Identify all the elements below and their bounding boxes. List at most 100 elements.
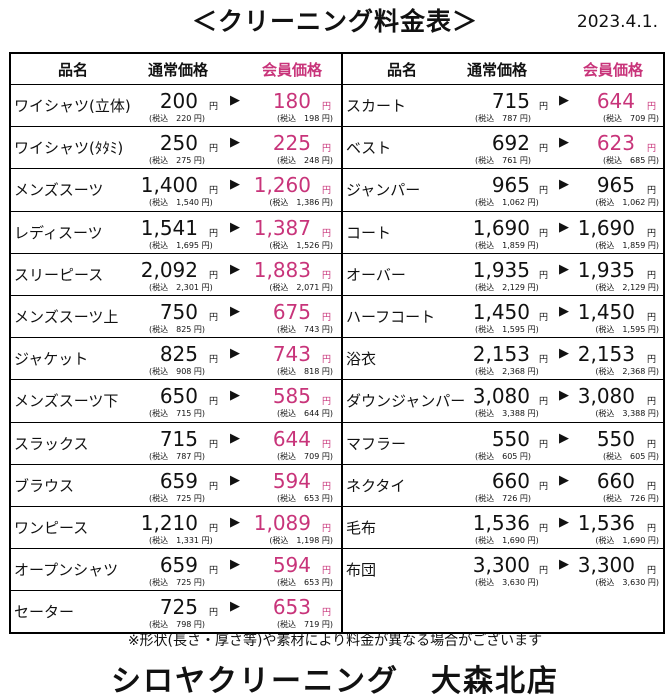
regular-price: 692 [491,131,530,156]
yen-unit: 円 [647,355,657,366]
arrow-icon: ▶ [559,388,569,404]
arrow-icon: ▶ [230,472,240,488]
yen-unit: 円 [647,439,657,450]
tax-included-member: (税込 1,526 円) [269,240,333,250]
arrow-icon: ▶ [230,346,240,362]
regular-price: 250 [159,131,198,156]
table-row: スリーピース 2,092 円 ▶ 1,883 円 (税込 2,301 円) (税込 2,071… [11,254,341,296]
yen-unit: 円 [209,312,219,323]
regular-price: 1,690 [472,215,530,240]
tax-included-member: (税込 1,062 円) [595,198,659,208]
arrow-icon: ▶ [230,599,240,615]
yen-unit: 円 [539,312,549,323]
item-name: スリーピース [14,265,104,284]
yen-unit: 円 [647,312,657,323]
tax-included-member: (税込 1,386 円) [269,198,333,208]
yen-unit: 円 [647,186,657,197]
yen-unit: 円 [322,228,332,239]
tax-included-member: (税込 2,368 円) [595,367,659,377]
regular-price: 550 [491,426,530,451]
arrow-icon: ▶ [230,177,240,193]
header-regular: 通常価格 [148,60,209,79]
regular-price: 660 [491,468,530,493]
regular-price: 715 [491,89,530,113]
yen-unit: 円 [539,397,549,408]
table-row: 毛布 1,536 円 ▶ 1,536 円 (税込 1,690 円) (税込 1,690 円) [343,507,663,550]
item-name: コート [346,223,392,242]
tax-included-member: (税込 1,859 円) [595,240,659,250]
item-name: レディスーツ [14,223,103,242]
table-row: ジャンパー 965 円 ▶ 965 円 (税込 1,062 円) (税込 1,062 円) [343,169,663,212]
header-name: 品名 [58,60,89,79]
member-price: 180 [272,89,311,113]
tax-included-member: (税込 2,071 円) [269,282,333,292]
yen-unit: 円 [322,481,332,492]
arrow-icon: ▶ [230,261,240,277]
tax-included-member: (税込 1,690 円) [595,535,659,545]
tax-included-member: (税込 3,630 円) [595,578,659,588]
item-name: ネクタイ [346,476,406,495]
item-name: ワイシャツ(立体) [14,97,131,115]
yen-unit: 円 [539,523,549,534]
tax-included-regular: (税込 908 円) [149,367,206,377]
yen-unit: 円 [322,608,332,619]
yen-unit: 円 [539,439,549,450]
arrow-icon: ▶ [559,430,569,446]
tax-included-member: (税込 818 円) [276,367,333,377]
yen-unit: 円 [539,566,549,577]
table-row: ワンピース 1,210 円 ▶ 1,089 円 (税込 1,331 円) (税込 1,198 … [11,507,341,550]
tax-included-regular: (税込 220 円) [149,114,206,123]
tax-included-regular: (税込 825 円) [149,324,206,334]
item-name: ハーフコート [346,307,436,326]
table-row: ジャケット 825 円 ▶ 743 円 (税込 908 円) (税込 818 円) [11,338,341,381]
yen-unit: 円 [322,144,332,155]
arrow-icon: ▶ [230,430,240,446]
yen-unit: 円 [322,312,332,323]
member-price: 1,935 [577,257,635,282]
item-name: スカート [346,97,407,115]
header-member: 会員価格 [262,60,323,79]
member-price: 965 [596,173,635,198]
item-name: マフラー [346,434,407,453]
yen-unit: 円 [322,186,332,197]
item-name: ワンピース [14,518,89,537]
item-name: 毛布 [346,518,377,537]
tax-included-regular: (税込 1,540 円) [149,198,213,208]
yen-unit: 円 [322,397,332,408]
regular-price: 825 [159,342,198,367]
tax-included-regular: (税込 1,062 円) [475,198,539,208]
yen-unit: 円 [322,523,332,534]
item-name: セーター [14,603,75,622]
member-price: 623 [596,131,635,156]
tax-included-member: (税込 248 円) [276,156,333,166]
yen-unit: 円 [209,608,219,619]
regular-price: 1,541 [140,215,198,240]
yen-unit: 円 [209,270,219,281]
regular-price: 3,300 [472,553,530,578]
yen-unit: 円 [647,566,657,577]
regular-price: 750 [159,299,198,324]
arrow-icon: ▶ [559,514,569,530]
item-name: オープンシャツ [14,561,119,580]
member-price: 225 [272,131,311,156]
yen-unit: 円 [209,186,219,197]
arrow-icon: ▶ [230,93,240,108]
member-price: 644 [596,89,635,113]
yen-unit: 円 [209,228,219,239]
yen-unit: 円 [322,102,332,112]
yen-unit: 円 [539,270,549,281]
item-name: 浴衣 [346,350,377,369]
member-price: 3,080 [577,384,635,409]
arrow-icon: ▶ [559,472,569,488]
tax-included-regular: (税込 3,388 円) [475,409,539,419]
member-price: 660 [596,468,635,493]
tax-included-regular: (税込 3,630 円) [475,578,539,588]
member-price: 594 [272,468,311,493]
regular-price: 2,092 [140,257,198,282]
table-row: ブラウス 659 円 ▶ 594 円 (税込 725 円) (税込 653 円) [11,465,341,507]
table-row: メンズスーツ 1,400 円 ▶ 1,260 円 (税込 1,540 円) (税込 1,386… [11,169,341,212]
regular-price: 2,153 [472,342,530,367]
tax-included-regular: (税込 726 円) [475,493,532,503]
tax-included-regular: (税込 275 円) [149,156,206,166]
yen-unit: 円 [539,355,549,366]
